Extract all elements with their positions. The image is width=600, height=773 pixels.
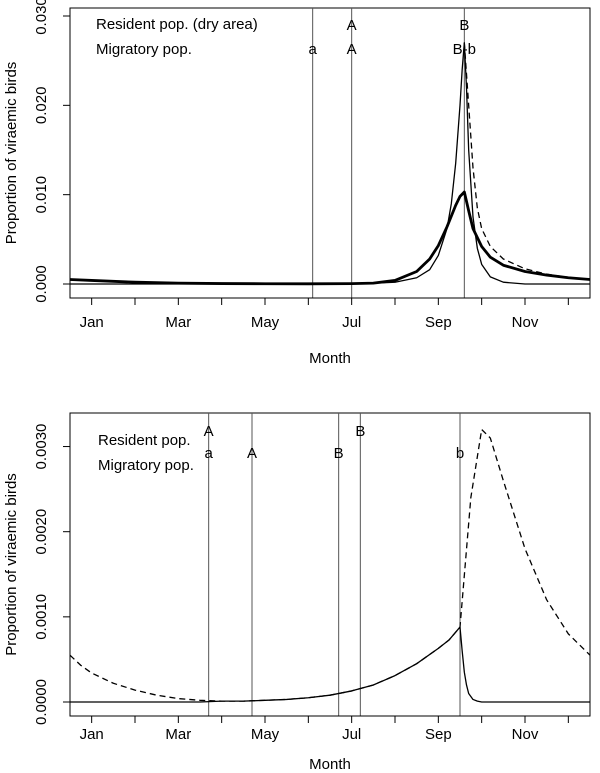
x-tick-label: Jan <box>80 726 104 743</box>
x-tick-label: Nov <box>512 314 539 331</box>
series-line-dashed <box>463 42 591 281</box>
y-tick-label: 0.0020 <box>33 509 50 555</box>
marker-label-bottom: a <box>308 41 317 58</box>
y-axis-title: Proportion of viraemic birds <box>3 62 20 245</box>
marker-label-bottom: b <box>456 445 464 462</box>
marker-label-bottom: A <box>347 41 357 58</box>
y-axis-title: Proportion of viraemic birds <box>3 473 20 656</box>
x-tick-label: Mar <box>165 726 191 743</box>
marker-label-bottom: B <box>334 445 344 462</box>
y-tick-label: 0.0030 <box>33 424 50 470</box>
x-axis-title: Month <box>309 350 351 367</box>
marker-label-top: B <box>459 17 469 34</box>
x-tick-label: Sep <box>425 726 452 743</box>
marker-label-top: A <box>204 423 214 440</box>
y-tick-label: 0.010 <box>33 176 50 214</box>
x-tick-label: Jul <box>342 314 361 331</box>
y-tick-label: 0.0000 <box>33 679 50 725</box>
series-line-solid <box>70 626 590 703</box>
x-tick-label: Mar <box>165 314 191 331</box>
marker-label-top: A <box>347 17 357 34</box>
y-tick-label: 0.000 <box>33 265 50 303</box>
marker-label-bottom: a <box>204 445 213 462</box>
x-tick-label: May <box>251 314 280 331</box>
series-line-thin-solid <box>70 42 590 285</box>
marker-label-bottom: A <box>247 445 257 462</box>
x-tick-label: Sep <box>425 314 452 331</box>
series-line-thick-solid <box>69 190 591 286</box>
legend-entry: Migratory pop. <box>96 41 192 58</box>
legend-entry: Resident pop. (dry area) <box>96 16 258 33</box>
marker-label-top: B <box>355 423 365 440</box>
x-axis-title: Month <box>309 756 351 773</box>
legend-entry: Migratory pop. <box>98 457 194 474</box>
legend-entry: Resident pop. <box>98 432 191 449</box>
x-tick-label: May <box>251 726 280 743</box>
y-tick-label: 0.030 <box>33 0 50 35</box>
x-tick-label: Jul <box>342 726 361 743</box>
y-tick-label: 0.0010 <box>33 594 50 640</box>
x-tick-label: Jan <box>80 314 104 331</box>
x-tick-label: Nov <box>512 726 539 743</box>
y-tick-label: 0.020 <box>33 87 50 125</box>
